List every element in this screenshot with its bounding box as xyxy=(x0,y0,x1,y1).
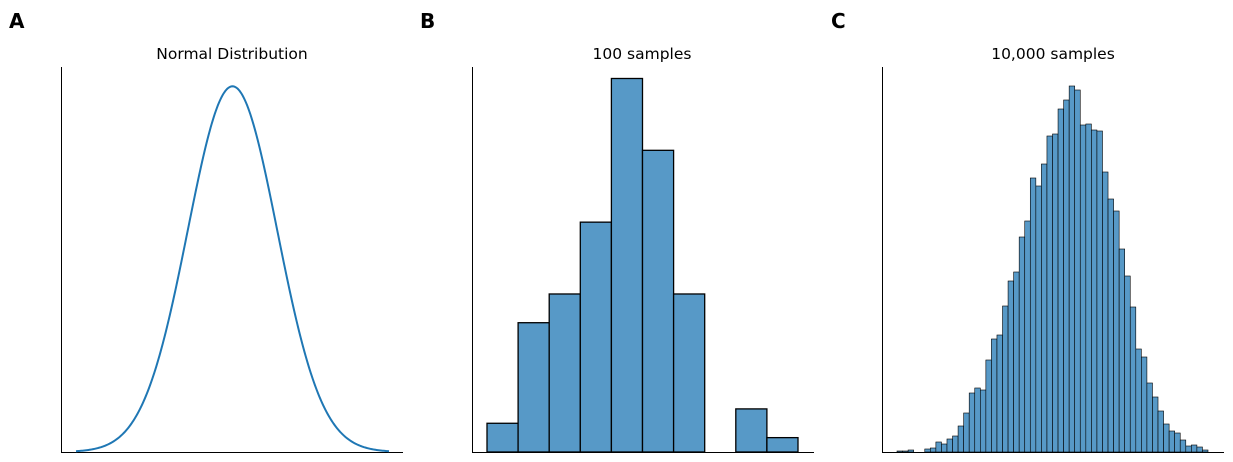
hist-10000-bar-37 xyxy=(1096,130,1103,453)
hist-10000-bar-41 xyxy=(1118,248,1125,453)
hist-10000-bar-27 xyxy=(1041,163,1048,453)
hist-10000-bar-35 xyxy=(1085,123,1092,453)
hist-10000-bar-13 xyxy=(963,412,970,453)
panel-b: B 100 samples xyxy=(420,9,814,453)
hist-100-bar-9 xyxy=(735,408,768,453)
hist-10000-bar-53 xyxy=(1185,445,1192,453)
hist-100-bar-4 xyxy=(579,221,613,453)
hist-10000-bar-12 xyxy=(957,425,964,453)
hist-10000-bar-15 xyxy=(974,387,981,453)
hist-10000-bar-39 xyxy=(1107,198,1114,453)
hist-100-bar-10 xyxy=(766,436,799,453)
hist-10000-bar-26 xyxy=(1035,185,1042,453)
panel-a: A Normal Distribution xyxy=(9,9,403,453)
hist-10000-bar-50 xyxy=(1168,430,1175,453)
hist-10000-bar-29 xyxy=(1052,133,1059,453)
plot-area-c xyxy=(896,85,1209,453)
hist-10000-bar-20 xyxy=(1002,305,1009,453)
hist-10000-bar-43 xyxy=(1129,306,1137,453)
hist-10000-bar-1 xyxy=(896,450,903,453)
hist-10000-bar-55 xyxy=(1196,446,1203,453)
hist-100-bar-3 xyxy=(548,293,581,453)
panel-title-b: 100 samples xyxy=(593,45,692,63)
hist-10000-bar-52 xyxy=(1179,439,1187,453)
hist-10000-bar-24 xyxy=(1024,220,1031,453)
hist-10000-bar-2 xyxy=(902,450,909,453)
hist-10000-bar-31 xyxy=(1063,99,1070,453)
hist-10000-bar-34 xyxy=(1079,124,1087,453)
hist-10000-bar-8 xyxy=(935,441,942,453)
hist-10000-bar-19 xyxy=(996,334,1003,453)
plot-area-a xyxy=(75,85,390,453)
panel-letter-b: B xyxy=(420,9,435,33)
hist-100-bar-5 xyxy=(610,77,644,453)
panel-title-c: 10,000 samples xyxy=(991,45,1115,63)
pdf-curve-line xyxy=(75,85,390,453)
panel-letter-c: C xyxy=(831,9,846,33)
hist-10000-bar-10 xyxy=(946,438,953,453)
hist-10000-bar-32 xyxy=(1068,85,1076,453)
hist-10000-bar-22 xyxy=(1013,271,1020,453)
hist-10000-bar-47 xyxy=(1152,396,1159,453)
hist-10000-bar-25 xyxy=(1029,177,1037,453)
hist-10000-bar-6 xyxy=(924,448,931,453)
hist-10000-bar-16 xyxy=(979,389,987,453)
hist-10000-bar-11 xyxy=(952,435,959,453)
plot-area-b xyxy=(486,77,799,453)
hist-10000-bar-17 xyxy=(985,359,992,453)
hist-10000-bar-14 xyxy=(968,392,976,453)
hist-10000-bar-51 xyxy=(1174,432,1181,453)
hist-100-bar-1 xyxy=(486,422,519,453)
hist-10000-bar-54 xyxy=(1191,444,1198,453)
hist-10000-bar-46 xyxy=(1146,382,1153,453)
hist-10000-bar-23 xyxy=(1018,236,1026,453)
hist-100-bar-2 xyxy=(517,322,550,453)
hist-10000-bar-7 xyxy=(930,447,937,453)
hist-10000-bar-28 xyxy=(1046,135,1053,453)
hist-10000-bar-18 xyxy=(991,338,998,453)
panel-c: C 10,000 samples xyxy=(831,9,1224,453)
hist-10000-bar-56 xyxy=(1202,449,1209,453)
hist-10000-bar-38 xyxy=(1102,171,1109,453)
hist-10000-bar-40 xyxy=(1113,210,1120,453)
hist-10000-bar-42 xyxy=(1124,275,1131,453)
hist-10000-bar-33 xyxy=(1074,89,1081,453)
hist-10000-bar-30 xyxy=(1057,108,1064,453)
hist-10000-bar-36 xyxy=(1091,129,1098,453)
hist-10000-bar-21 xyxy=(1007,280,1014,453)
hist-100-bar-6 xyxy=(641,149,675,453)
hist-10000-bar-3 xyxy=(907,449,914,453)
hist-10000-bar-44 xyxy=(1135,348,1142,453)
panel-letter-a: A xyxy=(9,9,25,33)
hist-10000-bar-45 xyxy=(1141,356,1148,453)
hist-10000-bar-9 xyxy=(941,443,948,453)
hist-10000-bar-48 xyxy=(1157,410,1164,453)
hist-100-bar-7 xyxy=(672,293,706,453)
hist-10000-bar-49 xyxy=(1163,423,1170,453)
panel-title-a: Normal Distribution xyxy=(156,45,307,63)
